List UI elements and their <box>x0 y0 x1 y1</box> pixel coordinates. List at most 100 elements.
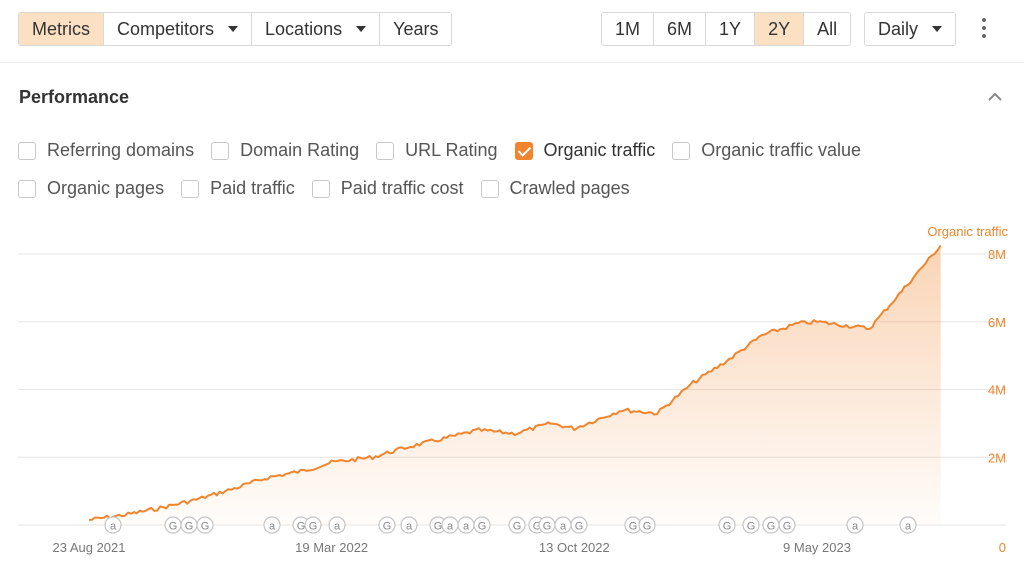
metric-checkbox-row-1: Referring domains Domain Rating URL Rati… <box>18 140 878 161</box>
checkbox-box[interactable] <box>480 179 499 198</box>
range-2y-button[interactable]: 2Y <box>755 13 805 45</box>
checkbox-box[interactable] <box>311 179 330 198</box>
annotation-marker[interactable]: a <box>441 516 459 534</box>
annotation-marker[interactable]: G <box>762 516 780 534</box>
annotation-marker[interactable]: a <box>263 516 281 534</box>
annotation-marker[interactable]: a <box>104 516 122 534</box>
range-6m-button[interactable]: 6M <box>654 13 707 45</box>
annotation-circle <box>473 516 491 534</box>
y-tick-label: 0 <box>999 540 1006 555</box>
annotation-marker[interactable]: G <box>508 516 526 534</box>
annotation-marker[interactable]: a <box>899 516 917 534</box>
series-line <box>88 244 942 521</box>
annotation-label: G <box>201 521 210 533</box>
annotation-marker[interactable]: G <box>718 516 736 534</box>
x-tick-label: 13 Oct 2022 <box>539 540 610 555</box>
metric-checkbox-row-2: Organic pages Paid traffic Paid traffic … <box>18 178 647 199</box>
annotation-marker[interactable]: G <box>180 516 198 534</box>
annotation-marker[interactable]: G <box>473 516 491 534</box>
annotation-label: a <box>447 521 454 533</box>
x-tick-label: 19 Mar 2022 <box>295 540 368 555</box>
annotation-label: G <box>513 521 522 533</box>
locations-dropdown[interactable]: Locations <box>252 13 381 45</box>
more-options-icon[interactable] <box>978 18 990 42</box>
y-tick-label: 8M <box>988 247 1006 262</box>
annotation-marker[interactable]: G <box>304 516 322 534</box>
annotation-marker[interactable]: a <box>457 516 475 534</box>
checkbox-box[interactable] <box>376 141 395 160</box>
organic-traffic-chart[interactable]: Organic traffic 0 2M 4M 6M 8M 23 Aug 2021 19 … <box>0 220 1024 571</box>
annotation-marker[interactable]: G <box>638 516 656 534</box>
checkbox-organic-traffic[interactable]: Organic traffic <box>514 140 655 161</box>
annotation-circle <box>718 516 736 534</box>
series-line-path <box>88 244 942 521</box>
checkbox-url-rating[interactable]: URL Rating <box>376 140 498 161</box>
range-all-button[interactable]: All <box>804 13 851 45</box>
y-axis-ticks: 0 2M 4M 6M 8M <box>988 247 1006 555</box>
interval-dropdown-wrap: Daily <box>864 12 957 46</box>
competitors-dropdown[interactable]: Competitors <box>104 13 253 45</box>
range-1y-button[interactable]: 1Y <box>706 13 756 45</box>
checkbox-box[interactable] <box>18 179 36 198</box>
checkbox-box[interactable] <box>211 141 230 160</box>
x-tick-label: 9 May 2023 <box>783 540 851 555</box>
annotation-circle <box>508 516 526 534</box>
interval-dropdown[interactable]: Daily <box>865 13 956 45</box>
annotation-label: a <box>852 521 859 533</box>
annotation-circle <box>778 516 796 534</box>
annotation-circle <box>196 516 214 534</box>
checkbox-box-checked[interactable] <box>514 141 533 160</box>
annotation-label: a <box>406 521 413 533</box>
annotation-circle <box>304 516 322 534</box>
annotation-marker[interactable]: a <box>400 516 418 534</box>
x-tick-label: 23 Aug 2021 <box>52 540 125 555</box>
annotation-label: G <box>533 521 542 533</box>
annotation-label: G <box>629 521 638 533</box>
checkbox-box[interactable] <box>181 179 200 198</box>
annotation-marker[interactable]: a <box>846 516 864 534</box>
annotation-label: G <box>297 521 306 533</box>
annotation-marker[interactable]: a <box>554 516 572 534</box>
annotation-marker[interactable]: G <box>742 516 760 534</box>
checkbox-organic-pages[interactable]: Organic pages <box>18 178 164 199</box>
series-label: Organic traffic <box>927 224 1008 239</box>
annotation-marker[interactable]: G <box>378 516 396 534</box>
annotation-marker[interactable]: G <box>196 516 214 534</box>
annotation-label: a <box>269 521 276 533</box>
annotation-marker[interactable]: G <box>778 516 796 534</box>
checkbox-paid-traffic-cost[interactable]: Paid traffic cost <box>311 178 464 199</box>
annotation-label: G <box>767 521 776 533</box>
annotation-circle <box>638 516 656 534</box>
checkbox-box[interactable] <box>18 141 36 160</box>
annotation-label: G <box>434 521 443 533</box>
annotation-label: a <box>560 521 567 533</box>
annotation-circle <box>846 516 864 534</box>
x-axis-ticks: 23 Aug 2021 19 Mar 2022 13 Oct 2022 9 May 2… <box>52 540 850 555</box>
tab-metrics[interactable]: Metrics <box>19 13 104 45</box>
metrics-tab-group: Metrics Competitors Locations Years <box>18 12 453 46</box>
annotation-marker[interactable]: a <box>328 516 346 534</box>
chevron-up-icon[interactable] <box>987 90 1003 102</box>
chevron-down-icon <box>228 26 239 32</box>
annotation-label: G <box>169 521 178 533</box>
checkbox-domain-rating[interactable]: Domain Rating <box>211 140 359 161</box>
annotation-marker[interactable]: G <box>570 516 588 534</box>
annotation-circle <box>570 516 588 534</box>
tab-years[interactable]: Years <box>380 13 452 45</box>
annotation-label: G <box>383 521 392 533</box>
annotation-label: G <box>747 521 756 533</box>
annotation-label: G <box>575 521 584 533</box>
y-tick-label: 4M <box>988 383 1006 398</box>
toolbar: Metrics Competitors Locations Years 1M 6… <box>0 0 1024 60</box>
range-1m-button[interactable]: 1M <box>602 13 655 45</box>
checkbox-referring-domains[interactable]: Referring domains <box>18 140 194 161</box>
annotation-marker[interactable]: G <box>164 516 182 534</box>
checkbox-organic-traffic-value[interactable]: Organic traffic value <box>672 140 861 161</box>
annotation-marker[interactable]: G <box>538 516 556 534</box>
checkbox-crawled-pages[interactable]: Crawled pages <box>480 178 630 199</box>
annotation-circle <box>742 516 760 534</box>
annotation-label: a <box>334 521 341 533</box>
checkbox-paid-traffic[interactable]: Paid traffic <box>181 178 295 199</box>
checkbox-box[interactable] <box>672 141 691 160</box>
